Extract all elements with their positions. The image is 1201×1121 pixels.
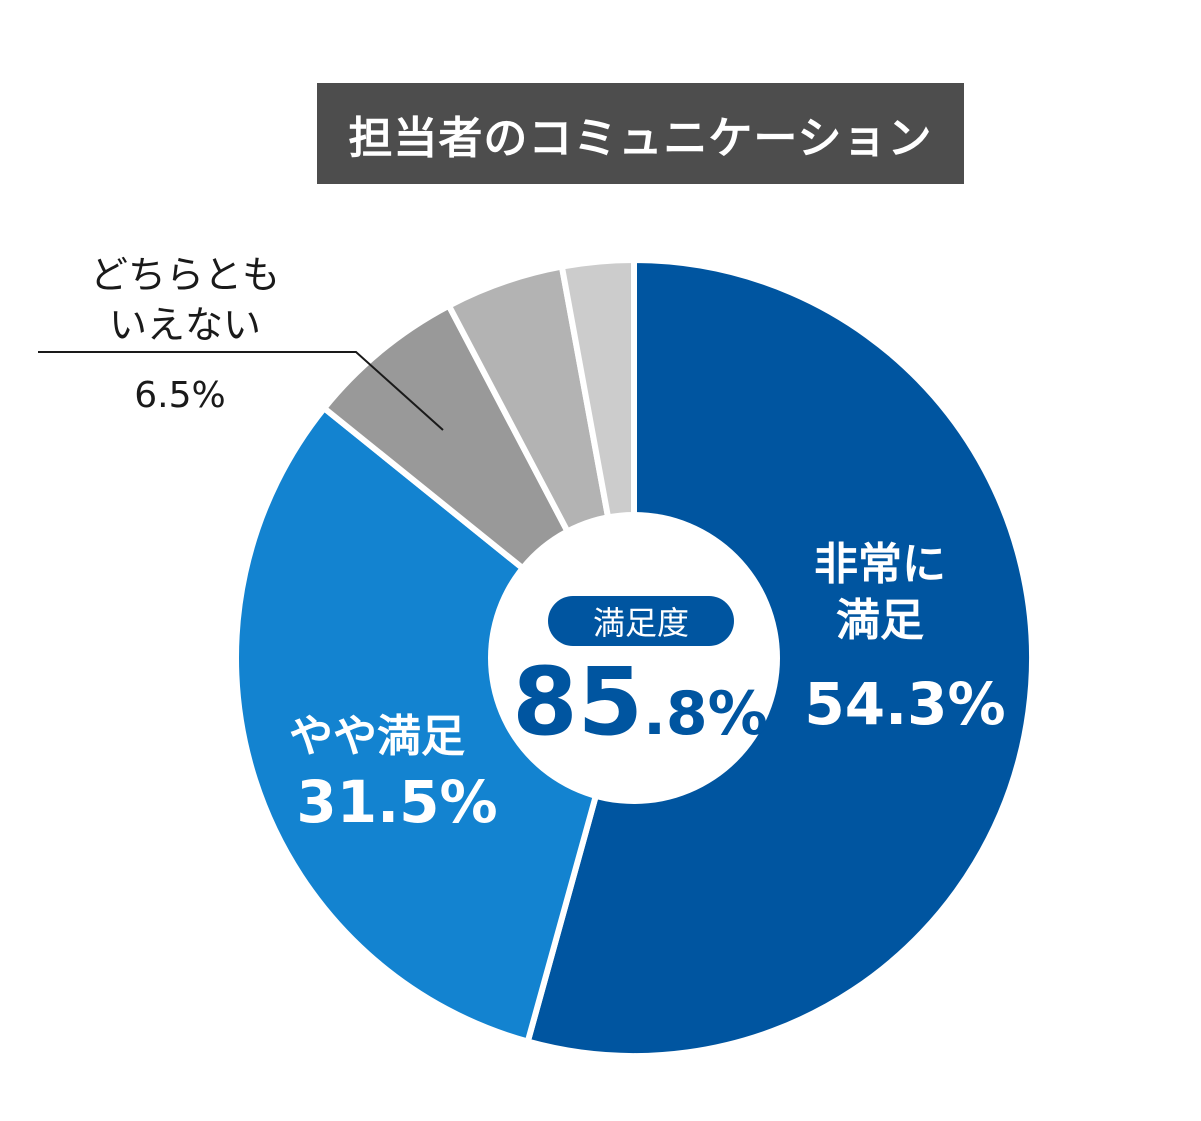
chart-title: 担当者のコミュニケーション bbox=[317, 83, 964, 184]
donut-hole bbox=[488, 512, 780, 804]
slice-label-neutral: どちらとも いえない bbox=[89, 253, 280, 347]
slice-value-neutral: 6.5% bbox=[134, 375, 226, 416]
center-satisfaction-label: 満足度 bbox=[548, 596, 734, 646]
pie-slice-1 bbox=[233, 405, 637, 1045]
slice-value-somewhat-satisfied: 31.5% bbox=[296, 768, 498, 836]
center-satisfaction-value: 85.8% bbox=[512, 648, 768, 757]
slice-value-very-satisfied: 54.3% bbox=[804, 670, 1006, 738]
slice-label-very-satisfied: 非常に 満足 bbox=[814, 539, 946, 646]
slice-label-somewhat-satisfied: やや満足 bbox=[289, 711, 465, 762]
neutral-leader-line bbox=[38, 351, 444, 431]
